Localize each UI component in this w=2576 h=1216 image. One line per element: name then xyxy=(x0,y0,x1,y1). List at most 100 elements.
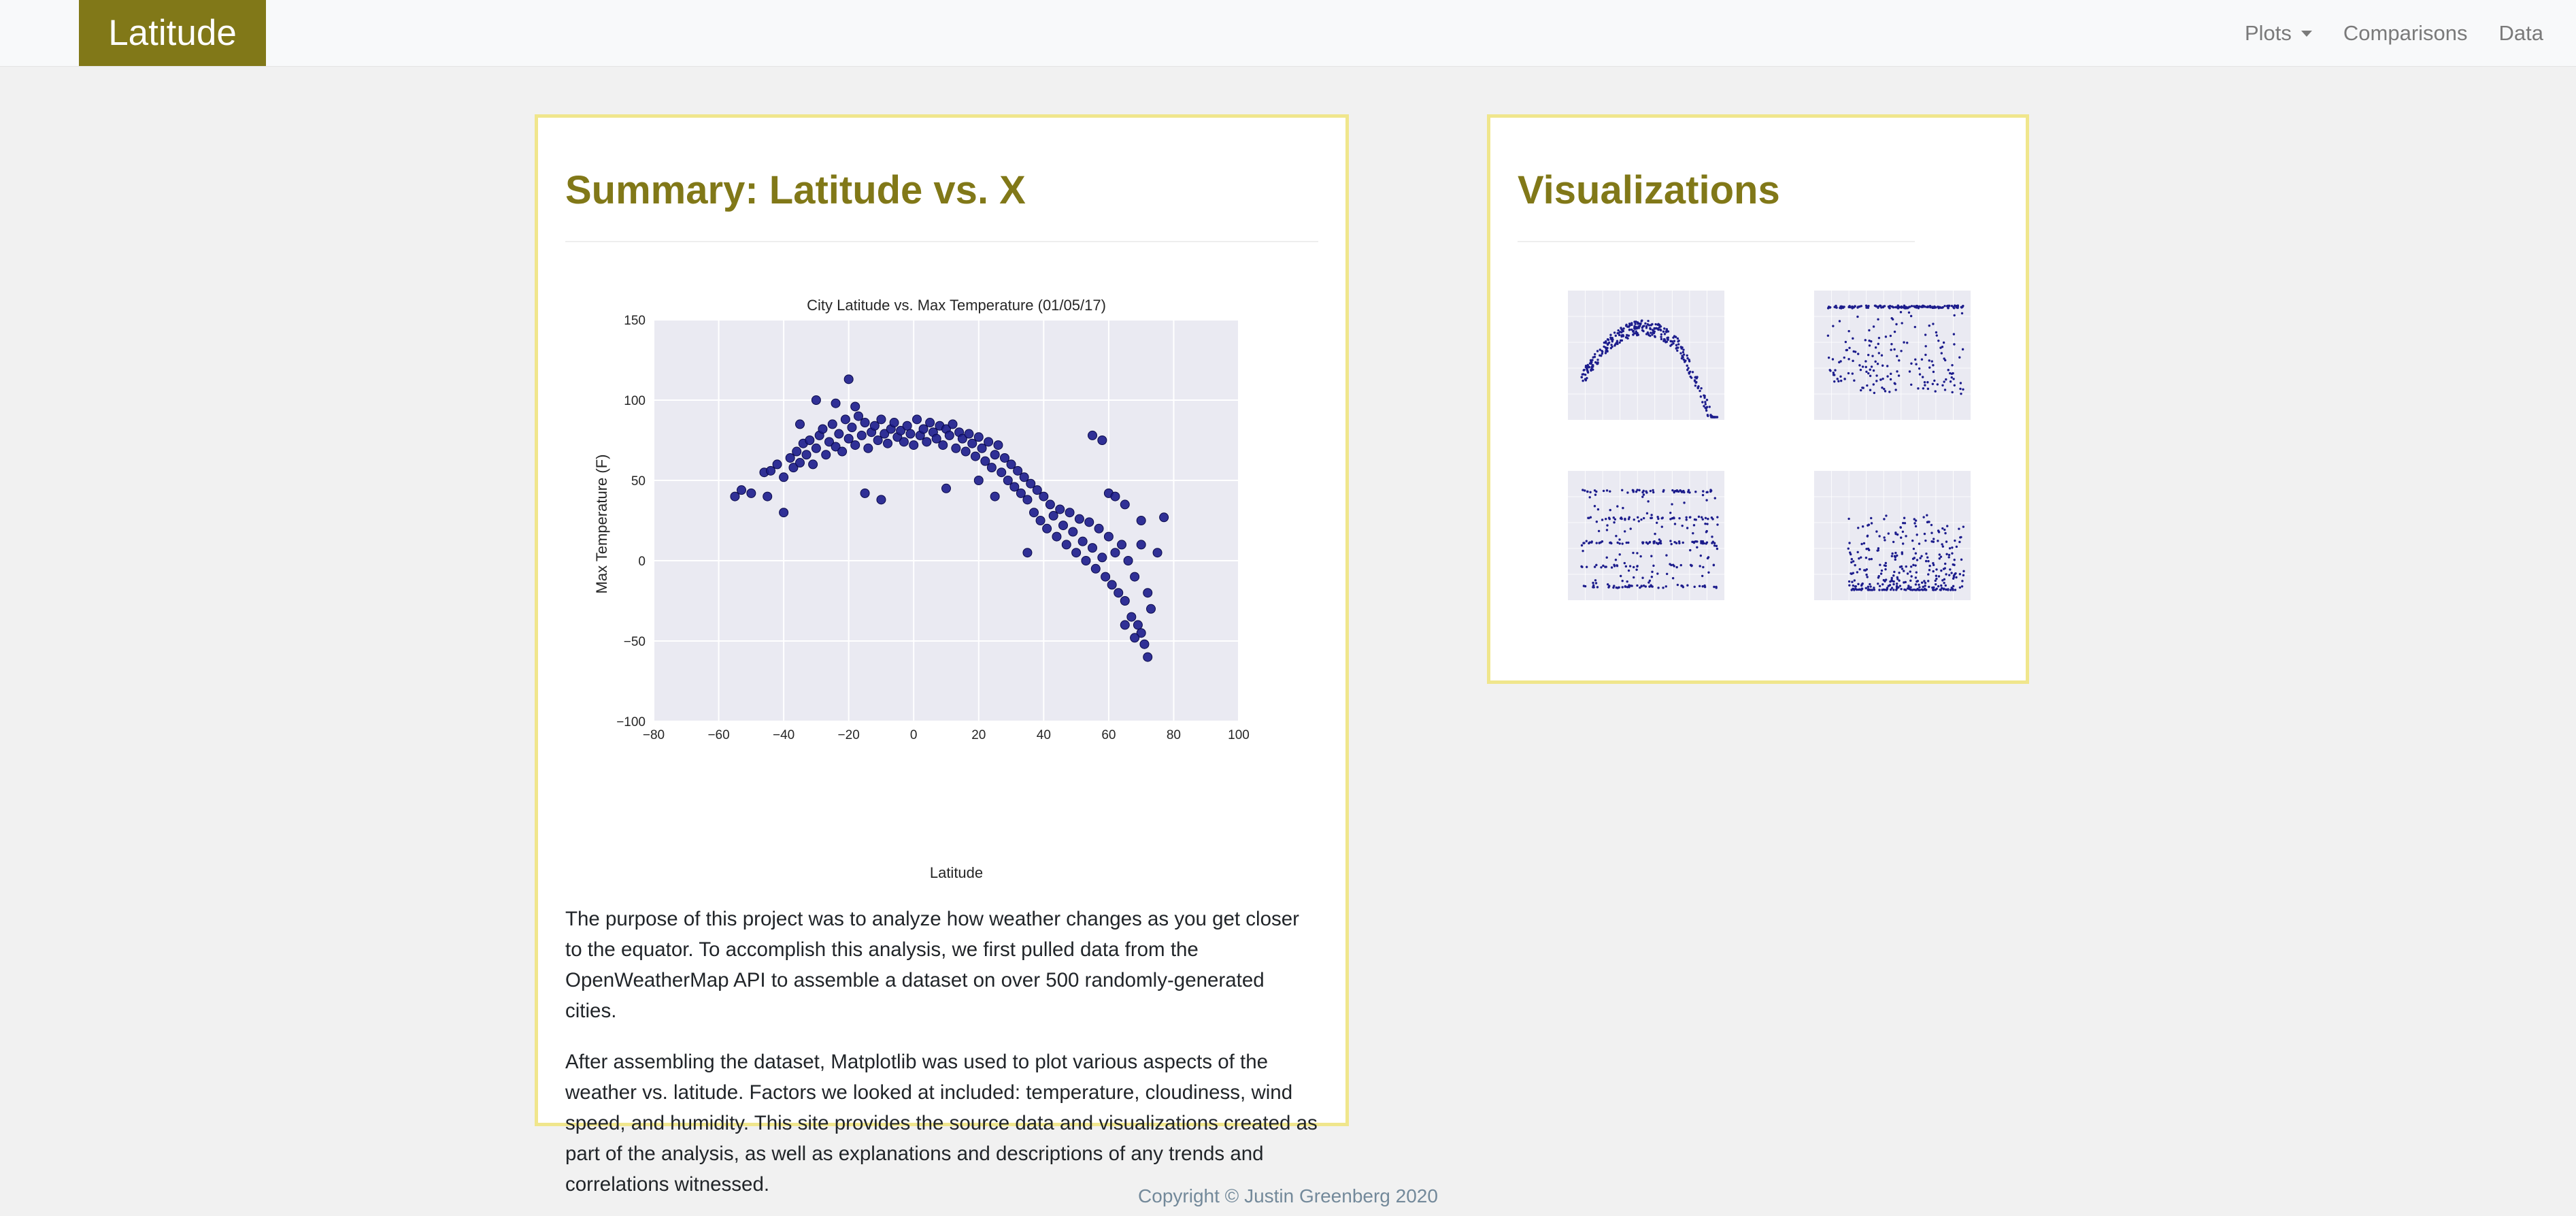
nav-plots-label: Plots xyxy=(2244,20,2292,45)
x-tick-label: 40 xyxy=(1037,728,1051,742)
navbar: Latitude Plots Comparisons Data xyxy=(0,0,2576,67)
thumbnail-data-point xyxy=(1903,522,1907,525)
thumbnail-data-point xyxy=(1896,304,1900,307)
footer-copyright: Copyright © Justin Greenberg 2020 xyxy=(1138,1185,1438,1206)
thumbnail-data-point xyxy=(1686,364,1688,367)
thumbnail-data-point xyxy=(1881,364,1884,367)
thumbnail-data-point xyxy=(1918,367,1921,370)
thumbnail-data-point xyxy=(1606,338,1609,341)
thumbnail-data-point xyxy=(1924,353,1927,357)
thumbnail-data-point xyxy=(1909,565,1913,568)
thumbnail-data-point xyxy=(1592,581,1594,585)
thumbnail-data-point xyxy=(1958,586,1962,589)
thumbnail-data-point xyxy=(1852,560,1855,563)
thumbnail-data-point xyxy=(1959,536,1962,539)
thumbnail-data-point xyxy=(1715,585,1718,589)
thumbnail-data-point xyxy=(1709,490,1712,493)
data-point xyxy=(1029,508,1039,518)
thumbnail-cloudiness-plot[interactable] xyxy=(1542,461,1726,618)
thumbnail-data-point xyxy=(1879,563,1881,566)
thumbnail-data-point xyxy=(1884,568,1887,571)
thumbnail-data-point xyxy=(1918,373,1922,376)
data-point xyxy=(984,437,994,447)
thumbnail-data-point xyxy=(1951,364,1954,367)
thumbnail-data-point xyxy=(1670,343,1673,346)
data-point xyxy=(918,424,929,434)
nav-plots-dropdown[interactable]: Plots xyxy=(2245,21,2312,46)
thumbnail-data-point xyxy=(1609,490,1611,493)
thumbnail-data-point xyxy=(1706,414,1709,416)
thumbnail-data-point xyxy=(1635,330,1637,333)
nav-data-link[interactable]: Data xyxy=(2498,20,2543,45)
thumbnail-data-point xyxy=(1654,532,1656,536)
thumbnail-data-point xyxy=(1623,561,1626,565)
data-point xyxy=(850,401,860,412)
thumbnail-data-point xyxy=(1622,327,1625,330)
thumbnail-data-point xyxy=(1920,555,1923,557)
thumbnail-data-point xyxy=(1847,372,1850,375)
data-point xyxy=(980,456,990,466)
thumbnail-data-point xyxy=(1873,588,1876,591)
thumbnail-data-point xyxy=(1623,530,1626,533)
summary-paragraph-2: After assembling the dataset, Matplotlib… xyxy=(565,1051,1318,1196)
thumbnail-data-point xyxy=(1637,520,1640,523)
thumbnail-wind-speed-plot[interactable] xyxy=(1788,461,1972,618)
x-tick-label: 60 xyxy=(1101,728,1116,742)
data-point xyxy=(1019,472,1029,482)
thumbnail-data-point xyxy=(1682,350,1685,354)
thumbnail-data-point xyxy=(1616,340,1619,342)
data-point xyxy=(1114,588,1124,598)
thumbnail-data-point xyxy=(1647,333,1650,337)
thumbnail-data-point xyxy=(1603,341,1606,344)
thumbnail-data-point xyxy=(1683,361,1686,363)
thumbnail-data-point xyxy=(1903,588,1906,591)
nav-comparisons-link[interactable]: Comparisons xyxy=(2343,20,2468,45)
data-point xyxy=(973,476,984,485)
thumbnail-data-point xyxy=(1927,573,1930,576)
data-point xyxy=(1107,580,1117,590)
thumbnail-data-point xyxy=(1636,565,1639,568)
thumbnail-data-point xyxy=(1960,392,1962,395)
data-point xyxy=(1026,478,1036,489)
thumbnail-data-point xyxy=(1827,356,1830,359)
thumbnail-data-point xyxy=(1896,355,1898,358)
data-point xyxy=(967,438,977,448)
thumbnail-data-point xyxy=(1665,331,1668,333)
thumbnail-humidity-plot[interactable] xyxy=(1788,281,1972,438)
thumbnail-data-point xyxy=(1861,387,1864,389)
data-point xyxy=(1103,531,1114,542)
thumbnail-data-point xyxy=(1858,364,1861,367)
thumbnail-data-point xyxy=(1650,584,1652,587)
thumbnail-data-point xyxy=(1648,541,1651,544)
thumbnail-data-point xyxy=(1639,586,1641,589)
thumbnail-data-point xyxy=(1945,573,1947,576)
thumbnail-data-point xyxy=(1879,378,1882,381)
thumbnail-data-point xyxy=(1858,568,1861,571)
thumbnail-data-point xyxy=(1937,585,1940,588)
thumbnail-data-point xyxy=(1861,525,1864,528)
data-point xyxy=(1090,563,1101,574)
thumbnail-data-point xyxy=(1665,554,1668,557)
thumbnail-data-point xyxy=(1886,375,1889,378)
brand-logo[interactable]: Latitude xyxy=(79,0,266,66)
thumbnail-data-point xyxy=(1877,318,1879,321)
thumbnail-temperature-plot[interactable] xyxy=(1542,281,1726,438)
thumbnail-data-point xyxy=(1588,362,1592,365)
data-point xyxy=(1061,540,1071,550)
thumbnail-data-point xyxy=(1941,587,1943,589)
thumbnail-data-point xyxy=(1962,570,1965,573)
thumbnail-data-point xyxy=(1689,548,1692,552)
data-point xyxy=(737,485,746,495)
thumbnail-data-point xyxy=(1702,490,1705,493)
thumbnail-data-point xyxy=(1635,568,1638,571)
data-point xyxy=(1009,482,1020,492)
thumbnail-data-point xyxy=(1686,354,1688,357)
thumbnail-data-point xyxy=(1868,340,1871,342)
thumbnail-data-point xyxy=(1898,585,1902,587)
thumbnail-data-point xyxy=(1636,489,1639,491)
thumbnail-data-point xyxy=(1700,516,1703,519)
thumbnail-data-point xyxy=(1690,564,1693,567)
thumbnail-data-point xyxy=(1926,387,1930,391)
thumbnail-data-point xyxy=(1913,522,1916,525)
thumbnail-data-point xyxy=(1905,307,1907,310)
